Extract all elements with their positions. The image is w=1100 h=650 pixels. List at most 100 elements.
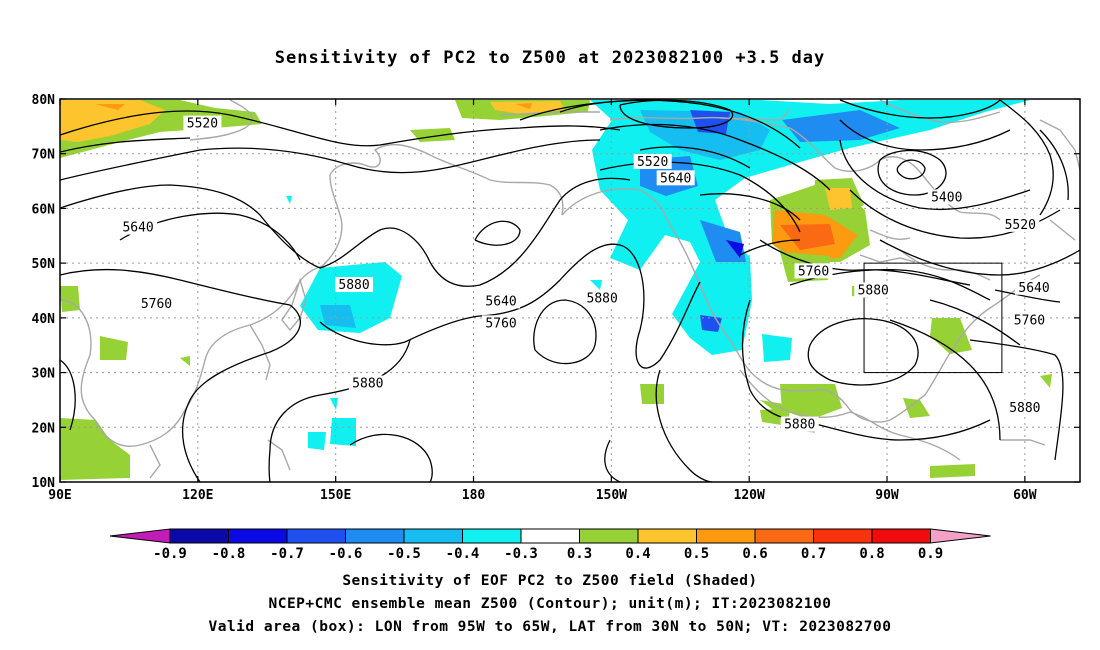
- figure-title: Sensitivity of PC2 to Z500 at 2023082100…: [274, 48, 826, 68]
- contour-label-bg: [1010, 312, 1049, 328]
- shading-patch: [903, 398, 930, 418]
- contour-label: 5760: [485, 316, 516, 331]
- contour-line: [60, 359, 76, 431]
- shading-patch: [180, 356, 190, 366]
- colorbar-label: 0.4: [625, 546, 650, 560]
- contour-line: [60, 268, 291, 306]
- contour-label: 5760: [1014, 314, 1045, 329]
- colorbar-segment: [403, 528, 463, 544]
- coastline: [849, 411, 961, 461]
- colorbar-label: -0.5: [387, 546, 421, 560]
- contour-label: 5880: [352, 377, 383, 392]
- shading-patch: [930, 464, 975, 478]
- colorbar-label: -0.4: [446, 546, 480, 560]
- caption-line-1: Sensitivity of EOF PC2 to Z500 field (Sh…: [342, 573, 758, 589]
- valid-area-rect: [863, 262, 1003, 374]
- contour-label: 5880: [1009, 401, 1040, 416]
- contour-line: [759, 239, 971, 286]
- caption-line-3: Valid area (box): LON from 95W to 65W, L…: [208, 619, 892, 635]
- shading-patch: [640, 110, 770, 160]
- coastline: [924, 274, 1041, 396]
- colorbar-segment: [169, 528, 229, 544]
- colorbar-label: 0.8: [859, 546, 884, 560]
- colorbar-segment: [696, 528, 756, 544]
- coastline: [267, 439, 291, 471]
- contour-label: 5640: [485, 294, 516, 309]
- contour-label: 5760: [798, 264, 829, 279]
- contour-line: [999, 99, 1054, 216]
- coastline: [669, 224, 926, 423]
- lat-tick-label: 30N: [32, 367, 56, 382]
- shading-patch: [762, 334, 792, 362]
- shading-patch: [640, 384, 664, 404]
- shading-patch: [330, 418, 356, 446]
- contour-line: [655, 369, 713, 482]
- contour-line: [60, 139, 601, 181]
- contour-line: [969, 339, 1064, 461]
- contour-label-bg: [183, 115, 222, 131]
- colorbar-segment: [345, 528, 405, 544]
- caption-line-2: NCEP+CMC ensemble mean Z500 (Contour); u…: [268, 596, 832, 612]
- coastline: [1000, 439, 1046, 446]
- coastline: [1049, 219, 1076, 241]
- lat-tick-label: 10N: [32, 476, 56, 491]
- contour-line: [739, 239, 801, 256]
- shading-patch: [515, 103, 532, 109]
- coastline: [739, 369, 851, 418]
- lon-tick-label: 60W: [1013, 488, 1037, 503]
- contour-label-bg: [482, 293, 521, 309]
- valid-area-box: [863, 262, 1003, 374]
- contour-label-bg: [1005, 400, 1044, 416]
- colorbar-segment: [228, 528, 288, 544]
- coastline: [919, 171, 1001, 221]
- contour-label-bg: [583, 290, 622, 306]
- map-frame: [59, 98, 1081, 483]
- coastline: [789, 127, 921, 173]
- lat-tick-label: 70N: [32, 148, 56, 163]
- contour-line: [639, 146, 751, 169]
- lon-tick-label: 150W: [596, 488, 627, 503]
- contour-line: [319, 243, 701, 369]
- contour-line: [604, 439, 621, 482]
- coastline: [859, 254, 916, 263]
- contour-label-bg: [633, 153, 672, 169]
- contour-label-bg: [1001, 216, 1040, 232]
- colorbar-segment: [520, 528, 580, 544]
- colorbar-label: 0.9: [918, 546, 943, 560]
- contour-line: [896, 159, 926, 180]
- colorbar-label: 0.7: [801, 546, 826, 560]
- contour-line: [807, 318, 919, 386]
- lon-tick-label: 90E: [48, 488, 71, 503]
- contour-label-bg: [482, 315, 521, 331]
- colorbar-label: -0.8: [212, 546, 246, 560]
- colorbar-label: 0.6: [742, 546, 767, 560]
- coastlines: [60, 99, 1080, 479]
- contour-label: 5880: [784, 418, 815, 433]
- contour-line: [699, 193, 801, 221]
- shading-patch: [95, 104, 125, 110]
- colorbar-segment: [637, 528, 697, 544]
- contour-label-bg: [656, 170, 695, 186]
- contour-label-bg: [1015, 279, 1054, 295]
- colorbar-segment: [813, 528, 873, 544]
- contour-line: [619, 99, 734, 129]
- contour-line: [879, 239, 1080, 276]
- contour-line: [839, 99, 1001, 119]
- colorbar-segment: [754, 528, 814, 544]
- colorbar-segment: [286, 528, 346, 544]
- z500-contours: [60, 99, 1080, 482]
- colorbar-high-arrow: [930, 528, 991, 544]
- contour-label: 5520: [1005, 218, 1036, 233]
- colorbar-label: 0.5: [684, 546, 709, 560]
- coastline: [561, 188, 671, 226]
- contour-label-bg: [137, 296, 176, 312]
- shading-patch: [60, 442, 80, 465]
- contour-line: [839, 139, 1031, 211]
- contour-line: [929, 299, 1021, 346]
- coastline: [189, 99, 253, 141]
- contour-label-bg: [335, 277, 374, 293]
- colorbar-segment: [579, 528, 639, 544]
- sensitivity-shading: [60, 100, 1052, 480]
- contour-label: 5520: [637, 155, 668, 170]
